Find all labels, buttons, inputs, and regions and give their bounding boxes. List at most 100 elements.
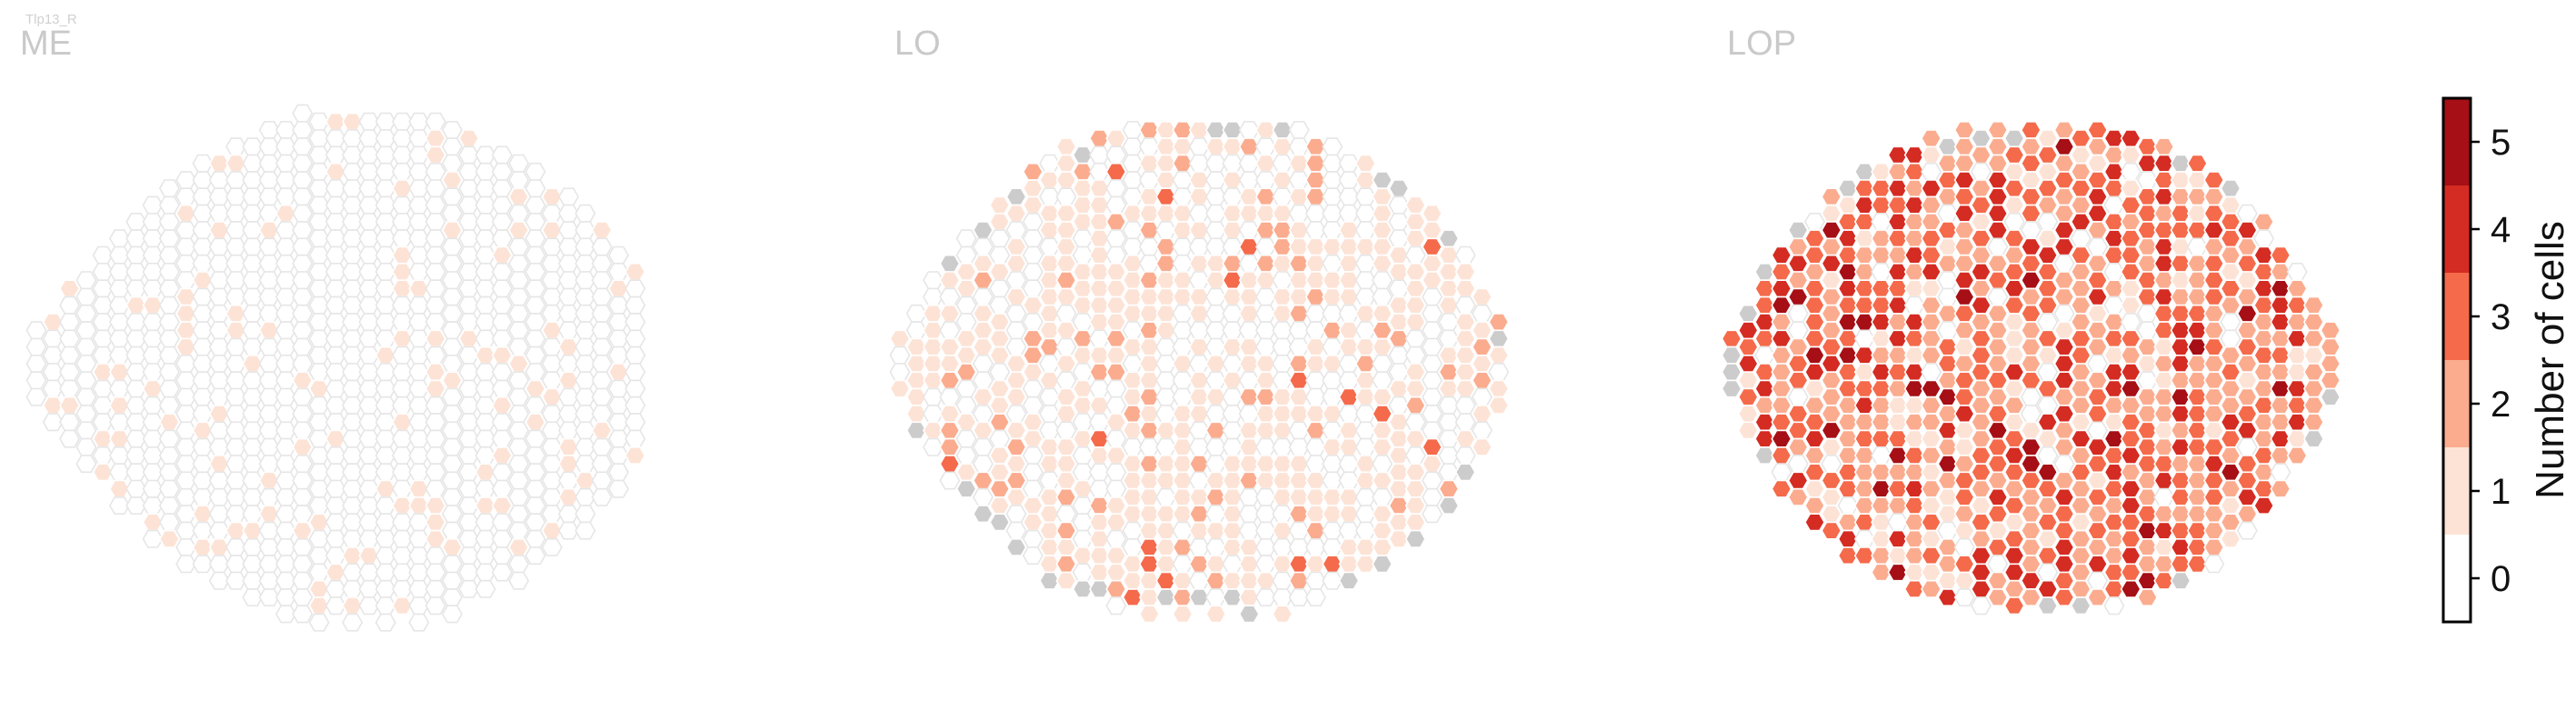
hex-cell [2053, 421, 2075, 440]
hex-cell [1055, 137, 1077, 156]
hex-cell [1787, 437, 1809, 456]
hex-cell [2236, 354, 2258, 374]
hex-cell [1970, 479, 1992, 498]
hex-cell [1970, 179, 1992, 198]
hex-cell [1970, 329, 1992, 348]
hex-cell [491, 145, 513, 165]
hex-cell [1821, 455, 1842, 474]
hex-cell [508, 154, 530, 173]
hex-cell [2236, 405, 2258, 424]
hex-cell [2053, 588, 2075, 607]
hex-cell [1987, 337, 2009, 356]
hex-cell [2203, 221, 2225, 240]
hex-cell [2020, 337, 2042, 356]
hex-cell [1372, 204, 1393, 223]
hex-cell [1921, 229, 1942, 248]
hex-cell [591, 371, 613, 390]
hex-cell [1471, 337, 1493, 356]
hex-cell [1055, 505, 1077, 524]
hex-cell [889, 345, 911, 365]
hex-cell [972, 437, 994, 456]
hex-cell [1438, 479, 1460, 498]
hex-cell [1272, 605, 1293, 624]
hex-cell [2302, 313, 2325, 332]
hex-cells-lo [889, 121, 1510, 624]
hex-cell [524, 496, 546, 516]
hex-cell [441, 321, 464, 340]
hex-cell [989, 396, 1011, 415]
hex-cell [1787, 487, 1809, 506]
hex-cell [441, 121, 464, 139]
panel-lo: LO [889, 25, 1510, 624]
hex-cell [2070, 279, 2092, 298]
hex-cell [1454, 363, 1476, 382]
hex-cell [1771, 295, 1792, 315]
hex-cell [1970, 313, 1992, 332]
hex-cell [1222, 588, 1243, 607]
hex-cell [2286, 262, 2308, 282]
hex-cell [158, 245, 180, 265]
hex-cell [2220, 213, 2242, 231]
hex-cell [441, 605, 464, 624]
hex-cell [939, 405, 961, 424]
hex-cell [955, 379, 977, 398]
hex-cell [1105, 195, 1127, 215]
hex-cell [2087, 187, 2109, 206]
hex-cell [2037, 496, 2059, 516]
hex-cell [441, 521, 464, 540]
hex-cell [1953, 421, 1975, 440]
hex-cell [2120, 579, 2142, 598]
hex-cell [591, 304, 613, 323]
hex-cell [1803, 479, 1826, 498]
hex-cell [955, 262, 977, 282]
hex-cell [1471, 371, 1493, 390]
hex-cell [1721, 379, 1742, 398]
hex-cell [574, 521, 596, 540]
hex-cell [607, 479, 630, 498]
hex-cell [2053, 371, 2075, 390]
hex-cell [1055, 555, 1077, 574]
hex-cell [1803, 329, 1826, 348]
hex-cell [2003, 413, 2025, 432]
hex-cell [1055, 521, 1077, 540]
hex-cell [491, 529, 513, 548]
hex-cell [1754, 446, 1776, 466]
hex-cell [2070, 245, 2092, 265]
hex-cell [2203, 471, 2225, 490]
hex-cell [2087, 521, 2109, 540]
hex-cell [1005, 304, 1027, 323]
hex-cell [1404, 379, 1426, 398]
hex-cell [2070, 579, 2092, 598]
hex-cell [2320, 387, 2341, 406]
hex-cell [574, 204, 596, 223]
hex-cell [1372, 505, 1393, 524]
hex-cell [2203, 371, 2225, 390]
hex-cell [1105, 145, 1127, 165]
hex-cell [524, 429, 546, 448]
hex-cell [424, 479, 446, 498]
hex-cell [424, 245, 446, 265]
hex-cell [1903, 579, 1925, 598]
hex-cell [1921, 295, 1942, 315]
hex-cell [441, 505, 464, 524]
hex-cell [2020, 254, 2042, 273]
hex-cell [972, 304, 994, 323]
hex-cell [2236, 271, 2258, 290]
hex-cell [158, 496, 180, 516]
hex-cell [2120, 329, 2142, 348]
hex-cell [1987, 405, 2009, 424]
hex-cell [2003, 363, 2025, 382]
hex-cell [1404, 295, 1426, 315]
hex-cell [2020, 387, 2042, 406]
hex-cell [2053, 171, 2075, 189]
hex-cell [1787, 237, 1809, 256]
hex-cell [1987, 455, 2009, 474]
hex-cell [158, 446, 180, 466]
hex-cell [508, 387, 530, 406]
hex-cell [939, 254, 961, 273]
hex-cell [158, 295, 180, 315]
hex-cell [2037, 213, 2059, 231]
hex-cell [1372, 221, 1393, 240]
hex-cell [292, 537, 314, 556]
